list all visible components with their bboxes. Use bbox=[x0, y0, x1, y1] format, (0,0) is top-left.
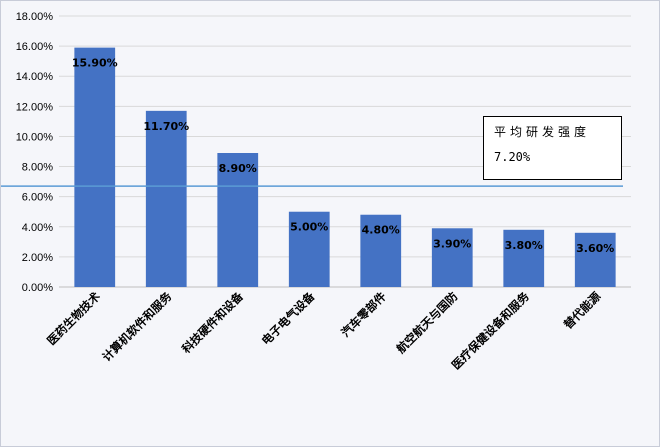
bar bbox=[145, 110, 187, 287]
x-tick-label: 科技硬件和设备 bbox=[179, 289, 246, 356]
bar bbox=[503, 229, 545, 287]
bar bbox=[431, 228, 473, 287]
y-tick-label: 0.00% bbox=[22, 282, 53, 294]
data-label: 4.80% bbox=[362, 224, 400, 237]
y-tick-label: 16.00% bbox=[16, 41, 54, 53]
bar bbox=[360, 214, 402, 287]
y-tick-label: 4.00% bbox=[22, 222, 53, 234]
x-tick-label: 医疗保健设备和服务 bbox=[449, 289, 532, 372]
data-label: 5.00% bbox=[290, 221, 328, 234]
y-tick-label: 2.00% bbox=[22, 252, 53, 264]
y-tick-label: 10.00% bbox=[16, 131, 54, 143]
average-annotation-box: 平均研发强度 7.20% bbox=[483, 116, 622, 180]
average-annotation-value: 7.20% bbox=[494, 150, 531, 164]
data-label: 11.70% bbox=[143, 120, 189, 133]
y-tick-label: 18.00% bbox=[16, 11, 54, 23]
y-tick-label: 8.00% bbox=[22, 162, 53, 174]
x-tick-label: 替代能源 bbox=[561, 289, 604, 332]
bar bbox=[74, 47, 116, 287]
bar bbox=[217, 153, 259, 287]
y-tick-label: 6.00% bbox=[22, 192, 53, 204]
x-tick-label: 电子电气设备 bbox=[259, 289, 318, 348]
bar bbox=[574, 232, 616, 287]
data-label: 3.60% bbox=[576, 242, 614, 255]
data-label: 15.90% bbox=[72, 57, 118, 70]
x-tick-label: 医药生物技术 bbox=[44, 289, 103, 348]
x-tick-label: 汽车零部件 bbox=[338, 289, 389, 340]
x-tick-label: 计算机软件和服务 bbox=[99, 289, 174, 364]
x-tick-label: 航空航天与国防 bbox=[394, 289, 461, 356]
data-label: 3.90% bbox=[433, 237, 471, 250]
bar bbox=[288, 211, 330, 287]
data-label: 8.90% bbox=[219, 162, 257, 175]
data-label: 3.80% bbox=[505, 239, 543, 252]
y-tick-label: 12.00% bbox=[16, 101, 54, 113]
y-tick-label: 14.00% bbox=[16, 71, 54, 83]
average-annotation-title: 平均研发强度 bbox=[494, 125, 591, 139]
